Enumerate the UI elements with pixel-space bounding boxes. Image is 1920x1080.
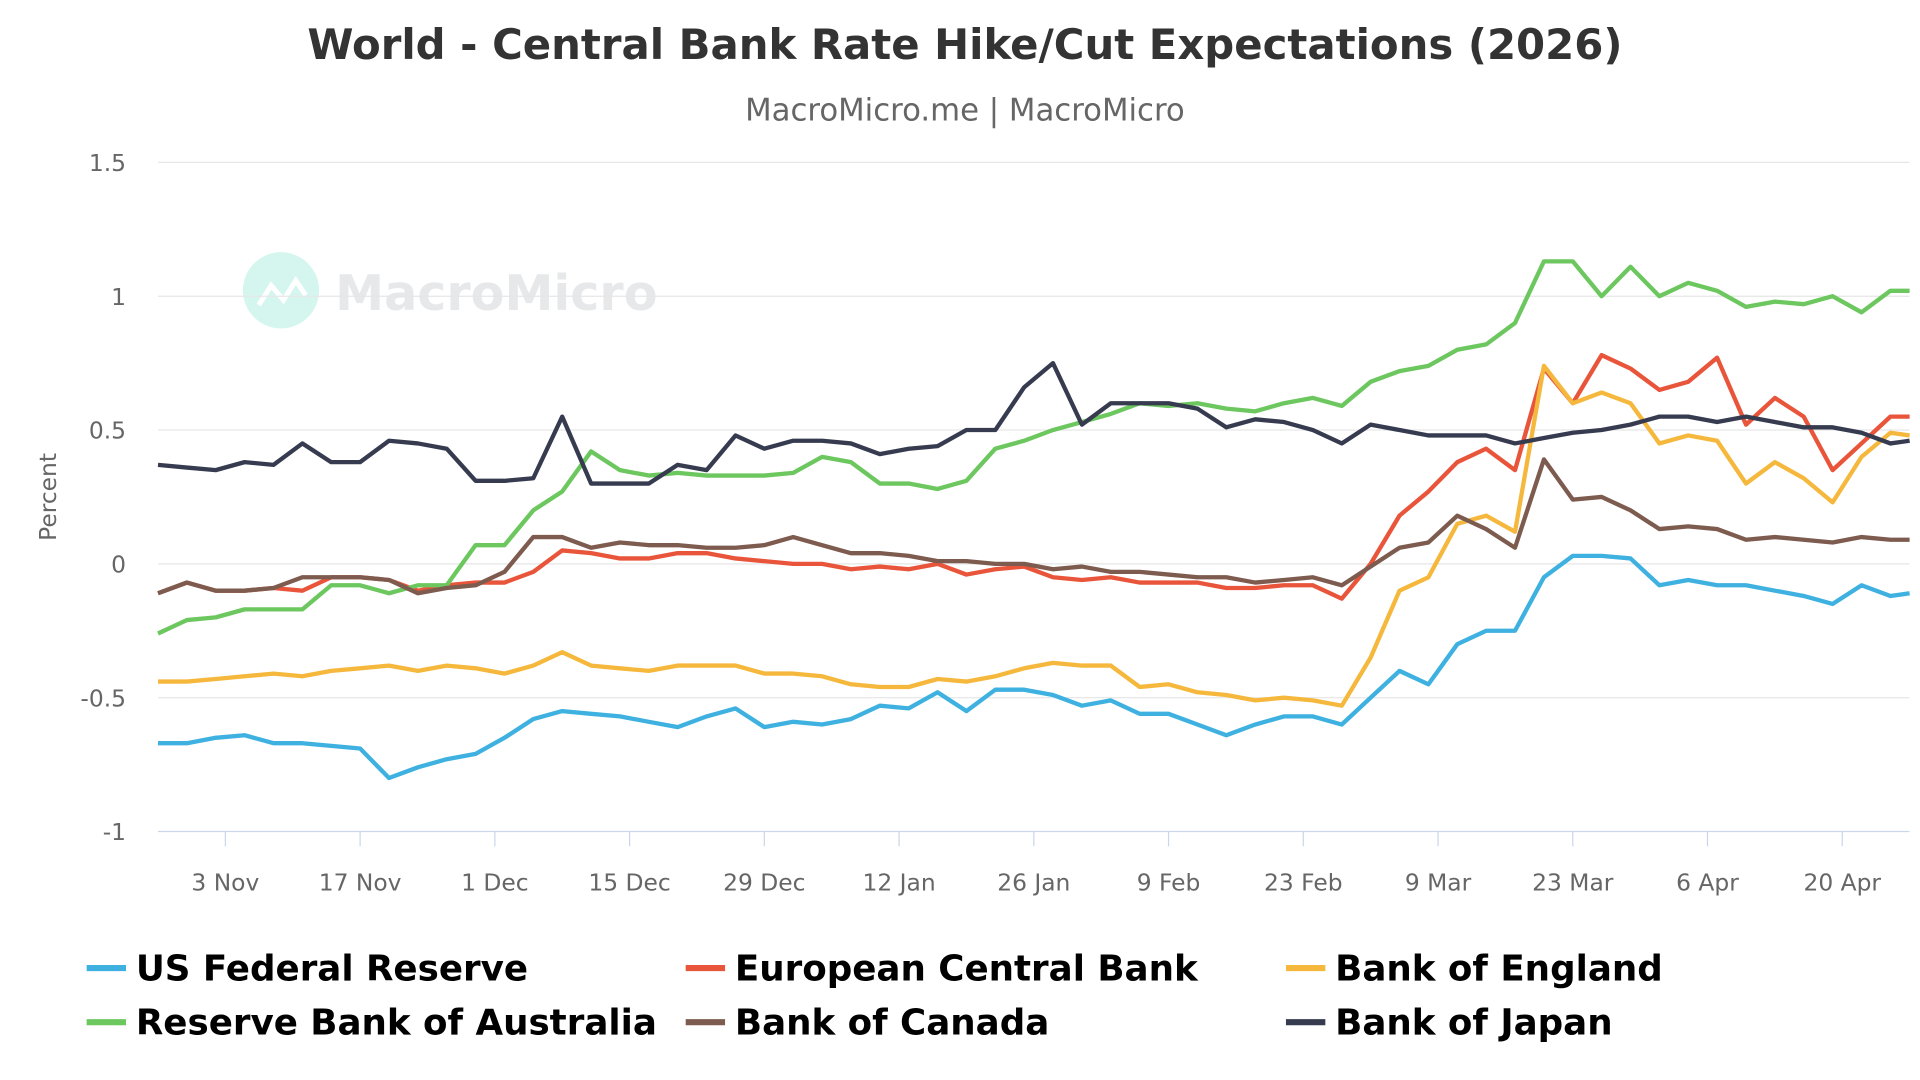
legend-label: Bank of England: [1335, 948, 1663, 989]
legend-label: Bank of Japan: [1335, 1002, 1612, 1043]
legend-item[interactable]: US Federal Reserve: [86, 948, 528, 989]
legend-item[interactable]: Bank of England: [1285, 948, 1663, 989]
series-line-bank-of-england: [157, 363, 1910, 708]
legend: US Federal Reserve European Central Bank B…: [86, 948, 1663, 1043]
x-tick-label: 23 Mar: [1532, 869, 1614, 897]
legend-item[interactable]: Bank of Canada: [685, 1002, 1050, 1043]
legend-label: Bank of Canada: [735, 1002, 1049, 1043]
chart-subtitle: MacroMicro.me | MacroMicro: [745, 93, 1185, 129]
x-tick-label: 26 Jan: [997, 869, 1070, 897]
legend-item[interactable]: Bank of Japan: [1285, 1002, 1613, 1043]
x-tick-label: 17 Nov: [319, 869, 402, 897]
series-line-us-federal-reserve: [157, 553, 1910, 781]
chart-title: World - Central Bank Rate Hike/Cut Expec…: [307, 20, 1622, 69]
x-tick-label: 23 Feb: [1264, 869, 1343, 897]
watermark: MacroMicro: [242, 252, 658, 329]
y-tick-label: -0.5: [80, 684, 126, 712]
x-tick-label: 15 Dec: [588, 869, 670, 897]
y-tick-label: 0.5: [89, 417, 126, 445]
x-tick-label: 9 Mar: [1405, 869, 1472, 897]
series-line-bank-of-japan: [157, 360, 1910, 486]
x-tick-label: 12 Jan: [862, 869, 935, 897]
gridlines: [157, 161, 1910, 833]
watermark-text: MacroMicro: [335, 264, 657, 322]
x-tick-label: 6 Apr: [1676, 869, 1739, 897]
series-line-bank-of-canada: [157, 457, 1910, 596]
watermark-logo-mark: [256, 275, 308, 307]
plot-lines: [157, 259, 1910, 781]
x-tick-label: 20 Apr: [1803, 869, 1881, 897]
legend-item[interactable]: Reserve Bank of Australia: [86, 1002, 657, 1043]
x-axis: 3 Nov 17 Nov 1 Dec 15 Dec 29 Dec 12 Jan 26 Jan…: [191, 831, 1881, 897]
y-tick-label: -1: [103, 818, 126, 846]
y-axis: 1.5 1 0.5 0 -0.5 -1: [80, 149, 126, 846]
watermark-logo-icon: [242, 252, 320, 329]
x-tick-label: 29 Dec: [723, 869, 805, 897]
y-tick-label: 1: [111, 283, 126, 311]
x-tick-label: 1 Dec: [461, 869, 529, 897]
series-line-reserve-bank-of-australia: [157, 259, 1910, 636]
x-tick-label: 3 Nov: [191, 869, 259, 897]
y-tick-label: 1.5: [89, 149, 126, 177]
y-axis-label: Percent: [34, 453, 62, 541]
y-tick-label: 0: [111, 550, 126, 578]
legend-label: Reserve Bank of Australia: [136, 1002, 657, 1043]
legend-label: US Federal Reserve: [136, 948, 528, 989]
legend-item[interactable]: European Central Bank: [685, 948, 1199, 989]
legend-label: European Central Bank: [735, 948, 1199, 989]
x-tick-label: 9 Feb: [1137, 869, 1201, 897]
series-line-european-central-bank: [157, 352, 1910, 601]
